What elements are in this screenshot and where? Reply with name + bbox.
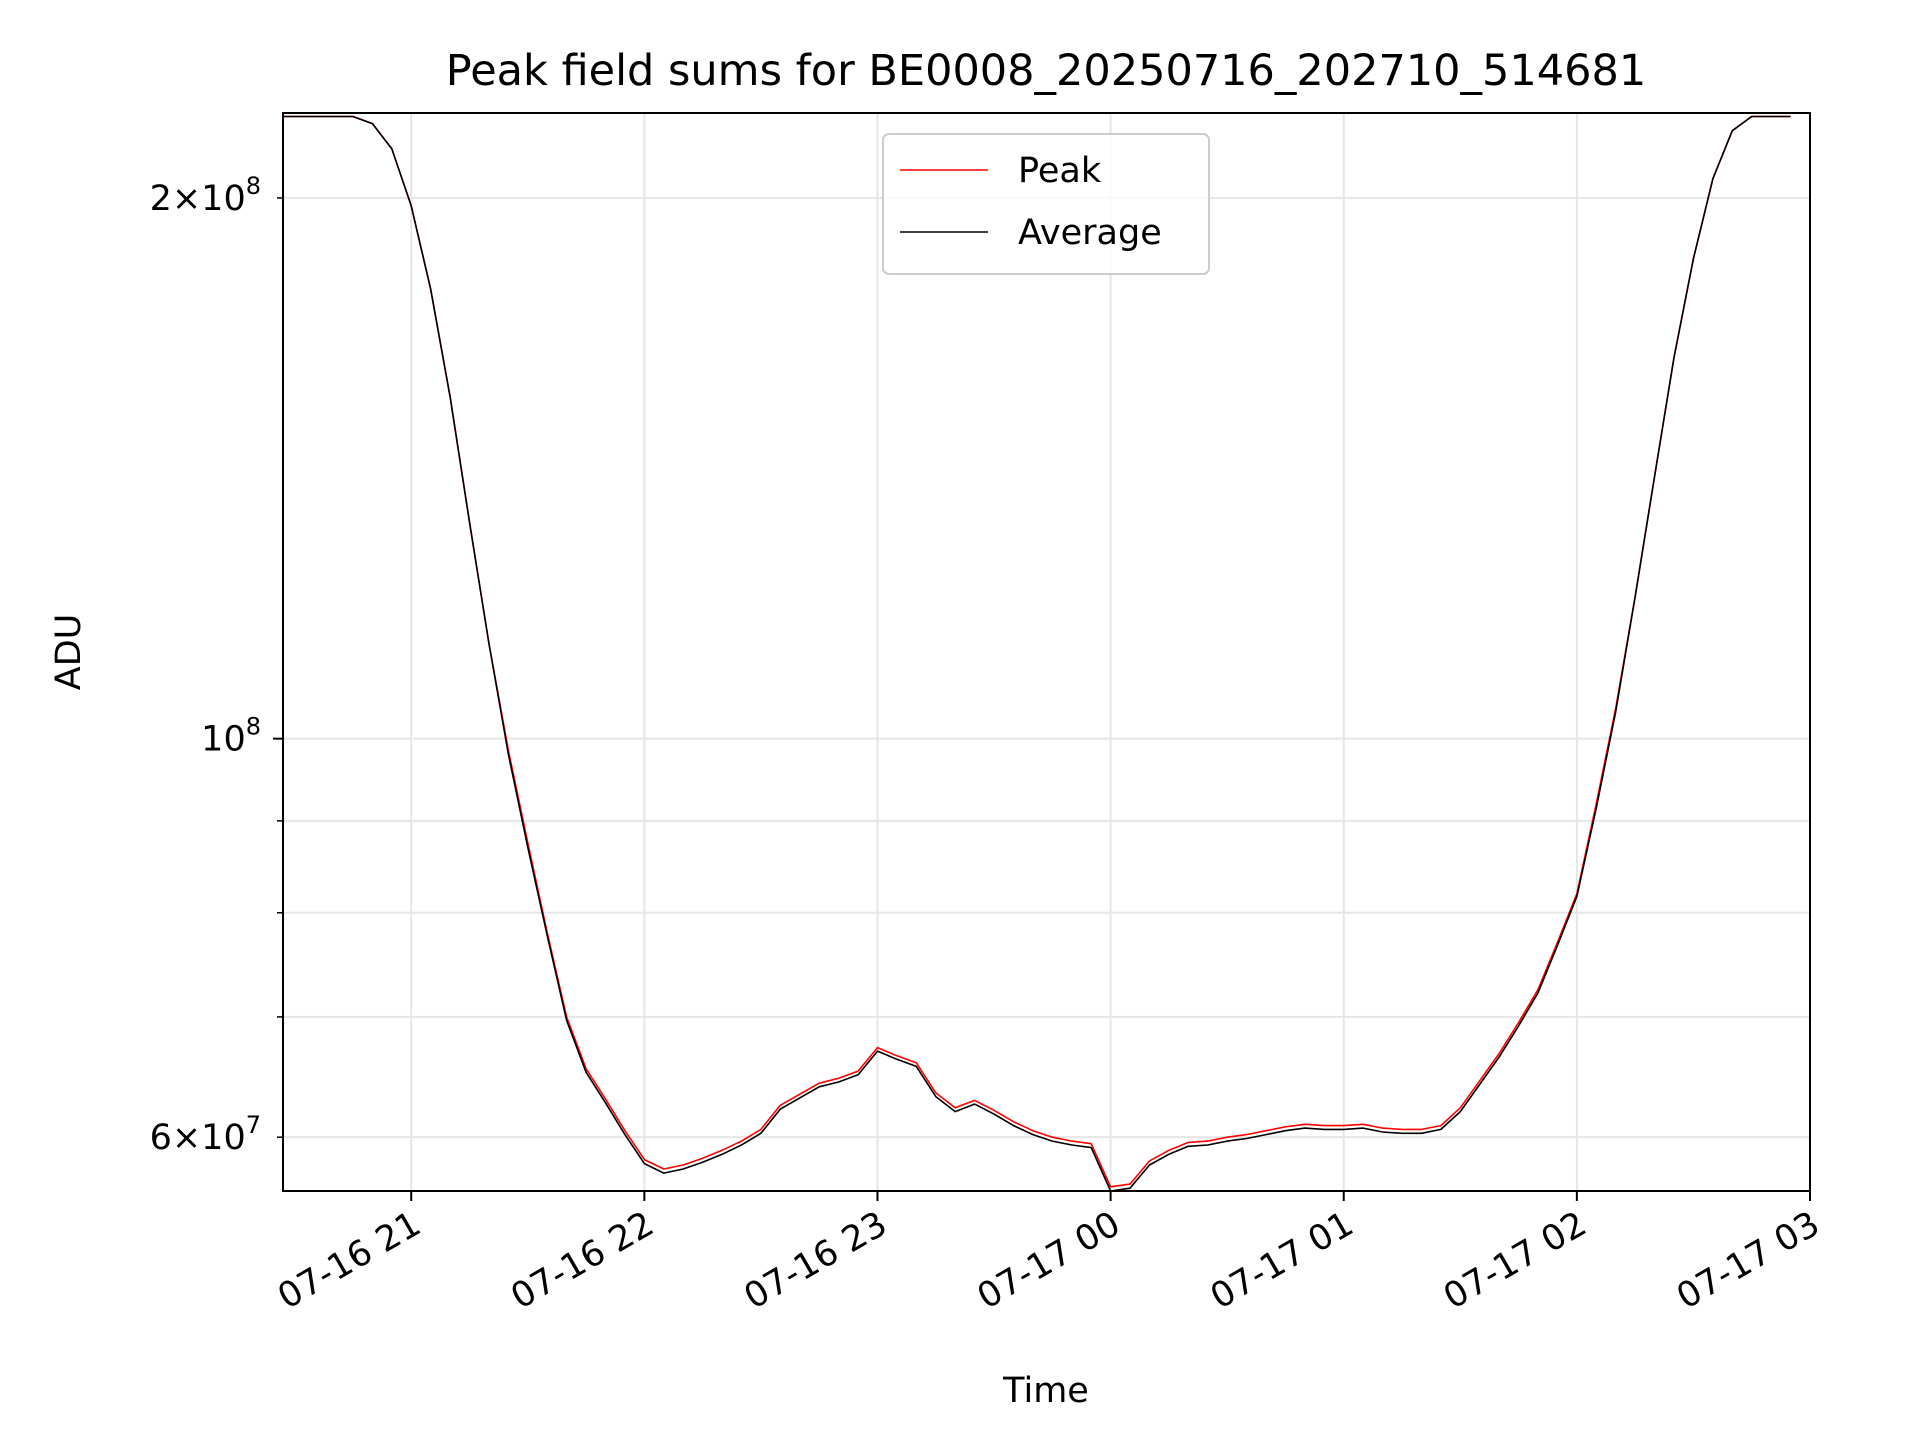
x-axis-label: Time bbox=[1002, 1371, 1089, 1411]
legend-box bbox=[882, 133, 1210, 275]
y-axis-label: ADU bbox=[49, 614, 89, 691]
average-series-line bbox=[283, 115, 1791, 1192]
y-tick-label: 108 bbox=[201, 713, 261, 760]
legend-average-label: Average bbox=[1018, 213, 1162, 253]
y-tick-label: 6×107 bbox=[150, 1111, 261, 1158]
legend-peak-label: Peak bbox=[1018, 151, 1102, 191]
plot-lines bbox=[283, 115, 1791, 1192]
legend: Peak Average bbox=[882, 133, 1210, 275]
plot-frame bbox=[282, 112, 1811, 1192]
chart-title: Peak field sums for BE0008_20250716_2027… bbox=[446, 46, 1646, 96]
y-tick-label: 2×108 bbox=[150, 172, 261, 219]
grid bbox=[283, 113, 1811, 1191]
peak-series-line bbox=[283, 115, 1791, 1188]
y-axis-ticks: 108 6×107 2×108 bbox=[150, 172, 283, 1158]
